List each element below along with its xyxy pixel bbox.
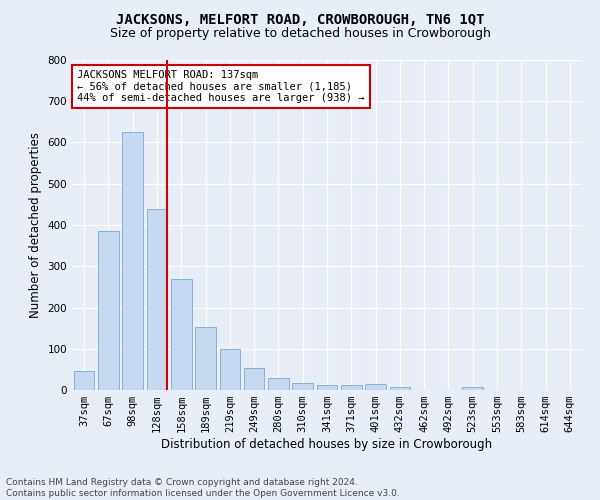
Bar — [146, 210, 167, 390]
Bar — [317, 384, 337, 390]
Bar — [292, 382, 313, 390]
Bar — [195, 327, 216, 390]
Bar — [220, 349, 240, 390]
Text: Size of property relative to detached houses in Crowborough: Size of property relative to detached ho… — [110, 28, 490, 40]
X-axis label: Distribution of detached houses by size in Crowborough: Distribution of detached houses by size … — [161, 438, 493, 451]
Bar — [74, 370, 94, 390]
Text: JACKSONS, MELFORT ROAD, CROWBOROUGH, TN6 1QT: JACKSONS, MELFORT ROAD, CROWBOROUGH, TN6… — [116, 12, 484, 26]
Text: JACKSONS MELFORT ROAD: 137sqm
← 56% of detached houses are smaller (1,185)
44% o: JACKSONS MELFORT ROAD: 137sqm ← 56% of d… — [77, 70, 365, 103]
Y-axis label: Number of detached properties: Number of detached properties — [29, 132, 42, 318]
Bar — [122, 132, 143, 390]
Bar — [171, 278, 191, 390]
Bar — [244, 368, 265, 390]
Bar — [463, 386, 483, 390]
Bar — [365, 384, 386, 390]
Bar — [98, 231, 119, 390]
Bar — [341, 385, 362, 390]
Bar — [268, 378, 289, 390]
Text: Contains HM Land Registry data © Crown copyright and database right 2024.
Contai: Contains HM Land Registry data © Crown c… — [6, 478, 400, 498]
Bar — [389, 387, 410, 390]
